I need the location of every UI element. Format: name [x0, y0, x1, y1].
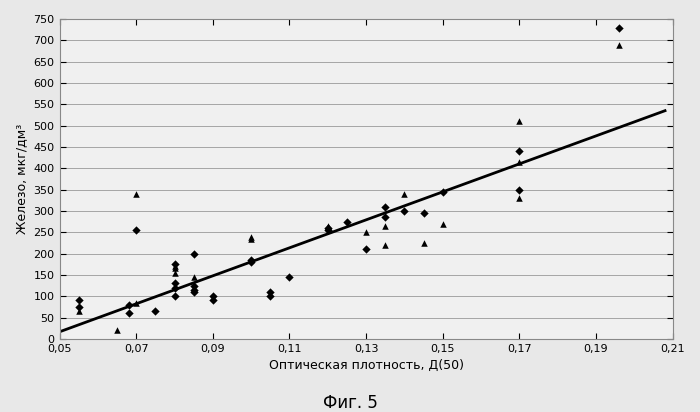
Point [613, 41, 624, 48]
Point [418, 210, 429, 216]
Point [322, 222, 333, 229]
Text: Фиг. 5: Фиг. 5 [323, 394, 377, 412]
Point [322, 225, 333, 231]
Point [188, 274, 199, 280]
Point [379, 214, 391, 220]
Point [379, 222, 391, 229]
Point [399, 208, 410, 214]
Point [438, 188, 449, 195]
Point [169, 284, 180, 291]
Point [342, 218, 353, 225]
Point [514, 195, 525, 201]
Point [379, 242, 391, 248]
Point [379, 204, 391, 210]
Point [123, 302, 134, 308]
Point [265, 289, 276, 295]
Point [265, 293, 276, 300]
Point [169, 293, 180, 300]
Point [322, 227, 333, 234]
Point [613, 24, 624, 31]
Point [246, 235, 257, 242]
Point [188, 289, 199, 295]
Point [514, 148, 525, 154]
Point [73, 304, 84, 310]
Point [246, 257, 257, 263]
Point [131, 191, 142, 197]
Point [188, 282, 199, 289]
Point [131, 227, 142, 234]
Point [169, 265, 180, 272]
Point [360, 229, 372, 236]
Point [207, 297, 218, 304]
Point [169, 280, 180, 287]
Point [514, 186, 525, 193]
Point [438, 220, 449, 227]
Point [246, 259, 257, 265]
Point [73, 308, 84, 314]
Point [514, 118, 525, 125]
Point [514, 159, 525, 165]
Point [150, 308, 161, 314]
Point [123, 310, 134, 316]
Point [111, 327, 122, 334]
Point [73, 297, 84, 304]
Point [188, 250, 199, 257]
Point [169, 261, 180, 267]
Y-axis label: Железо, мкг/дм³: Железо, мкг/дм³ [15, 124, 28, 234]
Point [399, 191, 410, 197]
Point [207, 293, 218, 300]
Point [360, 246, 372, 253]
Point [418, 240, 429, 246]
Point [188, 286, 199, 293]
Point [131, 299, 142, 306]
X-axis label: Оптическая плотность, Д(50): Оптическая плотность, Д(50) [269, 359, 463, 372]
Point [246, 233, 257, 240]
Point [284, 274, 295, 280]
Point [169, 263, 180, 270]
Point [169, 269, 180, 276]
